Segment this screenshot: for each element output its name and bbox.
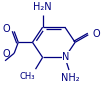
Text: NH₂: NH₂ [61,73,79,83]
Text: H₂N: H₂N [33,2,52,12]
Text: O: O [92,29,100,39]
Text: O: O [3,24,10,34]
Text: N: N [62,52,70,62]
Text: O: O [3,49,10,59]
Text: CH₃: CH₃ [19,72,34,81]
